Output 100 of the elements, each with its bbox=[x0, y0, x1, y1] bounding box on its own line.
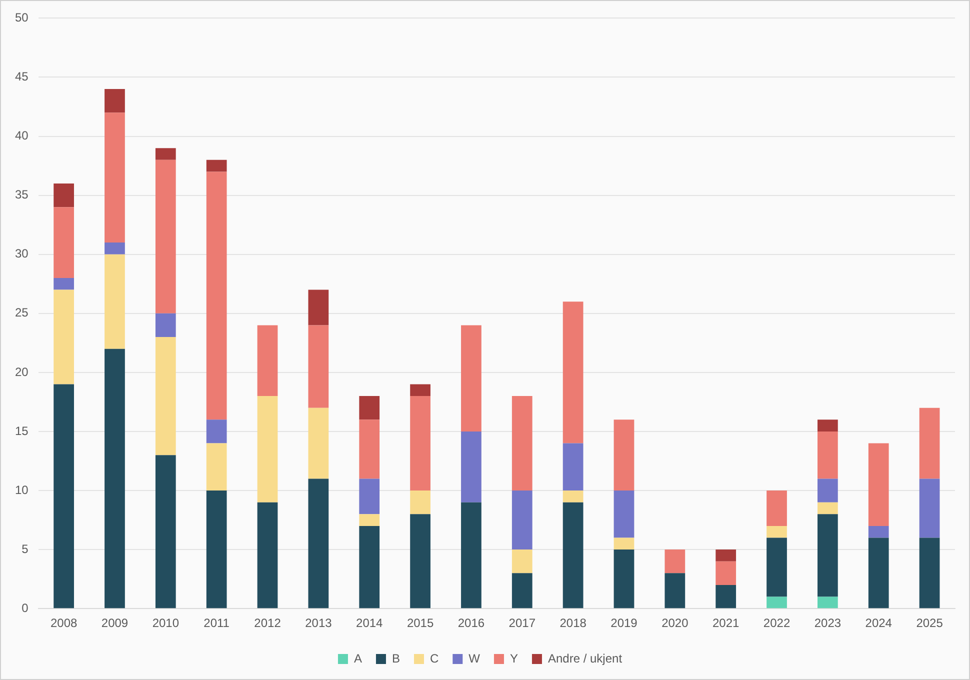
bar bbox=[562, 443, 584, 491]
bar bbox=[818, 596, 838, 608]
bar bbox=[359, 478, 380, 514]
x-tick-label: 2014 bbox=[356, 616, 384, 630]
bar bbox=[868, 526, 889, 538]
x-tick-label: 2019 bbox=[610, 616, 638, 630]
bar bbox=[614, 490, 634, 538]
bar bbox=[155, 313, 176, 338]
x-tick-label: 2023 bbox=[814, 616, 842, 630]
bar bbox=[206, 490, 227, 608]
bar bbox=[716, 584, 736, 608]
bar bbox=[664, 550, 686, 574]
bar bbox=[155, 148, 176, 160]
bar bbox=[54, 278, 74, 290]
y-tick-label: 5 bbox=[22, 542, 29, 556]
bar bbox=[868, 443, 889, 526]
bar bbox=[818, 514, 838, 597]
x-tick-label: 2017 bbox=[508, 616, 536, 630]
legend-label: Andre / ukjent bbox=[548, 651, 623, 666]
bar bbox=[257, 502, 278, 608]
bar bbox=[512, 550, 532, 574]
y-tick-label: 0 bbox=[22, 600, 29, 615]
bar bbox=[54, 290, 74, 384]
bar bbox=[359, 420, 380, 479]
x-tick-label: 2013 bbox=[305, 616, 332, 630]
bar bbox=[359, 514, 380, 526]
x-tick-label: 2016 bbox=[458, 616, 485, 630]
y-tick-label: 45 bbox=[14, 70, 29, 84]
bar bbox=[359, 396, 380, 420]
bar bbox=[461, 502, 482, 608]
bar bbox=[766, 596, 787, 608]
bar bbox=[257, 396, 278, 502]
bar bbox=[410, 396, 430, 491]
bar bbox=[512, 396, 532, 491]
bar bbox=[766, 490, 787, 526]
bar bbox=[716, 550, 736, 562]
x-tick-label: 2020 bbox=[662, 616, 689, 630]
x-tick-label: 2025 bbox=[916, 616, 944, 630]
x-tick-label: 2022 bbox=[763, 616, 790, 630]
x-tick-label: 2024 bbox=[865, 616, 892, 630]
bar bbox=[716, 561, 736, 585]
bar bbox=[614, 420, 634, 491]
y-tick-label: 35 bbox=[14, 188, 29, 202]
bar bbox=[614, 550, 634, 608]
x-tick-label: 2021 bbox=[712, 616, 740, 630]
bar bbox=[308, 408, 329, 479]
bar bbox=[818, 502, 838, 514]
x-tick-label: 2009 bbox=[101, 616, 128, 630]
bar bbox=[54, 384, 74, 608]
bar bbox=[308, 325, 329, 408]
bar bbox=[919, 538, 940, 608]
legend-label: W bbox=[468, 651, 481, 666]
bar bbox=[818, 420, 838, 432]
bar bbox=[155, 337, 176, 456]
bar bbox=[206, 420, 227, 444]
bar bbox=[614, 538, 634, 550]
bar bbox=[919, 478, 940, 538]
y-tick-label: 40 bbox=[14, 128, 29, 143]
bar bbox=[54, 207, 74, 278]
bar bbox=[359, 526, 380, 608]
bar bbox=[257, 325, 278, 396]
bar bbox=[562, 502, 584, 608]
legend-label: Y bbox=[510, 651, 518, 666]
bar bbox=[868, 538, 889, 608]
x-tick-label: 2018 bbox=[560, 616, 587, 630]
bar bbox=[512, 573, 532, 608]
bar bbox=[206, 160, 227, 172]
bar bbox=[308, 290, 329, 326]
bar bbox=[512, 490, 532, 550]
bar bbox=[562, 302, 584, 444]
bar bbox=[410, 514, 430, 608]
bar bbox=[919, 408, 940, 479]
bar bbox=[410, 384, 430, 396]
x-tick-label: 2010 bbox=[152, 616, 180, 630]
y-tick-label: 20 bbox=[14, 364, 29, 379]
bar bbox=[410, 490, 430, 514]
bar bbox=[206, 172, 227, 420]
bar bbox=[104, 242, 125, 254]
bar bbox=[155, 455, 176, 608]
x-tick-label: 2011 bbox=[204, 616, 230, 630]
bar bbox=[664, 573, 686, 608]
bar bbox=[104, 112, 125, 243]
bar bbox=[104, 254, 125, 349]
bar bbox=[206, 443, 227, 491]
bar bbox=[461, 325, 482, 432]
y-tick-label: 25 bbox=[14, 306, 29, 320]
y-tick-label: 15 bbox=[14, 424, 29, 438]
x-tick-label: 2015 bbox=[406, 616, 434, 630]
bar bbox=[54, 184, 74, 208]
y-tick-label: 30 bbox=[14, 246, 29, 261]
bar bbox=[818, 431, 838, 479]
legend-label: C bbox=[430, 651, 439, 666]
y-tick-label: 10 bbox=[14, 482, 29, 497]
bar bbox=[818, 478, 838, 502]
x-tick-label: 2012 bbox=[254, 616, 282, 630]
legend-label: B bbox=[392, 651, 400, 666]
bar bbox=[155, 160, 176, 314]
bar bbox=[766, 538, 787, 597]
legend-label: A bbox=[354, 651, 362, 666]
bar bbox=[562, 490, 584, 502]
